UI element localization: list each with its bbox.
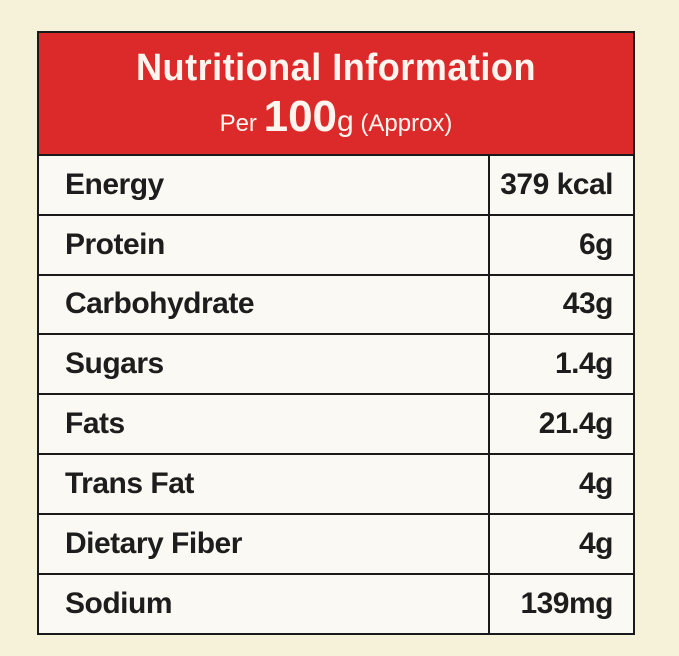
nutrient-name: Carbohydrate [39, 275, 490, 334]
nutrient-name: Sugars [39, 335, 490, 394]
nutrient-value: 1.4g [554, 347, 614, 381]
table-row: Energy 379 kcal [39, 156, 633, 216]
table: Energy 379 kcal Protein 6g Carbohydrate 43g Su… [39, 156, 633, 635]
nutrition-label: Nutritional Information Per 100g (Approx… [37, 31, 635, 635]
nutrient-name: Protein [39, 215, 490, 274]
nutrient-value: 139mg [520, 587, 613, 621]
table-row: Fats 21.4g [39, 395, 633, 455]
nutrient-name: Sodium [39, 574, 490, 635]
table-row: Sugars 1.4g [39, 335, 633, 396]
title: Nutritional Information [136, 47, 536, 89]
nutrient-value: 43g [562, 287, 614, 321]
nutrient-value: 21.4g [538, 407, 614, 441]
nutrient-name: Energy [39, 156, 490, 214]
subtitle: Per 100g (Approx) [39, 92, 633, 142]
table-row: Sodium 139mg [39, 574, 633, 635]
nutrient-value: 379 kcal [500, 167, 613, 201]
nutrient-name: Trans Fat [39, 454, 490, 513]
table-row: Dietary Fiber 4g [39, 514, 633, 575]
nutrient-name: Fats [39, 395, 490, 453]
table-row: Trans Fat 4g [39, 454, 633, 515]
nutrient-value: 4g [578, 526, 614, 560]
amount: 100 [263, 92, 338, 141]
per: Per [219, 110, 257, 137]
table-row: Protein 6g [39, 215, 633, 276]
header: Nutritional Information Per 100g (Approx… [39, 33, 633, 156]
note: (Approx) [360, 110, 453, 137]
table-row: Carbohydrate 43g [39, 275, 633, 336]
nutrient-name: Dietary Fiber [39, 514, 490, 573]
nutrient-value: 4g [578, 466, 614, 500]
unit: g [337, 105, 354, 138]
nutrient-value: 6g [578, 227, 614, 261]
